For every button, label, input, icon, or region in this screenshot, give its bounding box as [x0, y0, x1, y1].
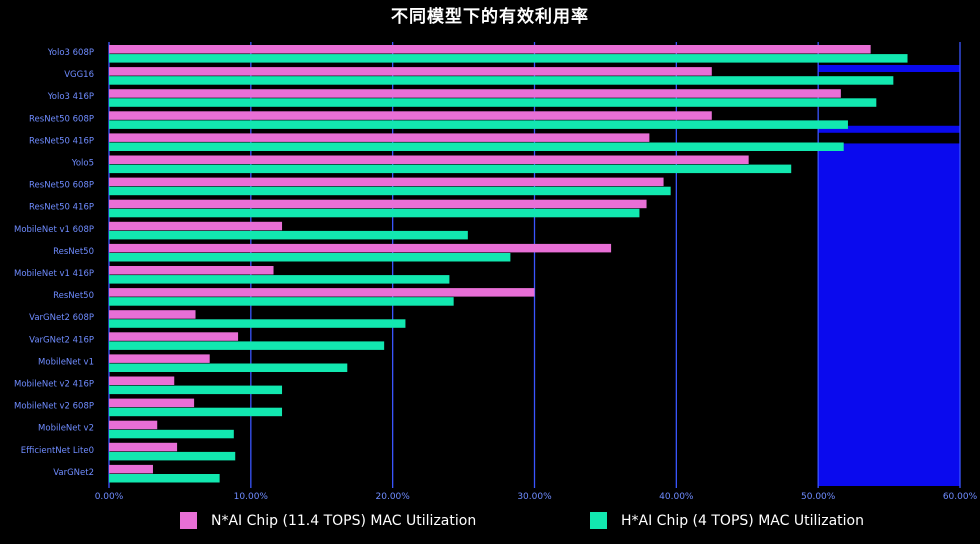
bar-h-chip: [109, 76, 894, 85]
category-label: MobileNet v1: [38, 357, 94, 367]
bar-n-chip: [109, 243, 612, 253]
bar-h-chip: [109, 341, 385, 350]
highlight-block: [818, 143, 960, 486]
category-label: EfficientNet Lite0: [21, 446, 94, 456]
bar-h-chip: [109, 297, 454, 306]
category-label: VarGNet2 608P: [29, 313, 94, 323]
bar-h-chip: [109, 230, 468, 240]
bar-h-chip: [109, 253, 511, 262]
bar-h-chip: [109, 186, 671, 196]
category-label: Yolo3 416P: [47, 92, 94, 102]
category-label: ResNet50 608P: [29, 114, 94, 124]
bar-n-chip: [109, 354, 210, 363]
bar-h-chip: [109, 429, 234, 439]
category-label: ResNet50: [53, 247, 94, 257]
x-tick-labels: 0.00% 10.00% 20.00% 30.00% 40.00% 50.00% 60.00…: [95, 492, 978, 502]
category-label: ResNet50 608P: [29, 181, 94, 191]
bar-h-chip: [109, 98, 877, 107]
bar-h-chip: [109, 120, 848, 129]
legend-swatch-n-chip: [180, 512, 197, 529]
bar-h-chip: [109, 208, 640, 218]
category-label: MobileNet v2 416P: [14, 380, 94, 390]
bar-n-chip: [109, 376, 175, 385]
x-tick-label: 0.00%: [95, 492, 124, 502]
bar-h-chip: [109, 474, 220, 483]
category-label: VarGNet2 416P: [29, 335, 94, 345]
chart-title: 不同模型下的有效利用率: [391, 7, 589, 27]
category-label: Yolo3 608P: [47, 48, 94, 58]
bar-n-chip: [109, 155, 749, 164]
bar-n-chip: [109, 398, 195, 408]
legend-item-h-chip: H*AI Chip (4 TOPS) MAC Utilization: [590, 512, 864, 529]
bar-n-chip: [109, 199, 647, 209]
x-tick-label: 60.00%: [943, 492, 978, 502]
legend-swatch-h-chip: [590, 512, 607, 529]
bar-chart: Yolo3 608P VGG16 Yolo3 416P ResNet50 608P Re…: [14, 42, 978, 502]
legend-label-h-chip: H*AI Chip (4 TOPS) MAC Utilization: [621, 512, 864, 529]
category-labels: Yolo3 608P VGG16 Yolo3 416P ResNet50 608P Re…: [14, 48, 94, 478]
category-label: Yolo5: [71, 159, 94, 169]
category-label: ResNet50: [53, 291, 94, 301]
bar-n-chip: [109, 288, 535, 297]
legend-label-n-chip: N*AI Chip (11.4 TOPS) MAC Utilization: [211, 512, 477, 529]
bars: [109, 45, 908, 483]
bar-h-chip: [109, 319, 406, 328]
bar-n-chip: [109, 133, 650, 142]
bar-n-chip: [109, 332, 239, 341]
category-label: MobileNet v2: [38, 424, 94, 434]
bar-n-chip: [109, 464, 153, 474]
bar-h-chip: [109, 451, 236, 461]
x-tick-label: 50.00%: [801, 492, 836, 502]
category-label: VarGNet2: [53, 468, 94, 478]
bar-n-chip: [109, 111, 712, 120]
category-label: MobileNet v2 608P: [14, 402, 94, 412]
bar-h-chip: [109, 275, 450, 284]
bar-h-chip: [109, 142, 844, 151]
bar-n-chip: [109, 177, 664, 187]
bar-h-chip: [109, 385, 283, 395]
x-tick-label: 10.00%: [234, 492, 269, 502]
category-label: ResNet50 416P: [29, 203, 94, 213]
x-tick-label: 40.00%: [659, 492, 694, 502]
x-tick-label: 30.00%: [517, 492, 552, 502]
bar-n-chip: [109, 420, 158, 430]
bar-n-chip: [109, 45, 871, 54]
bar-n-chip: [109, 89, 841, 98]
highlight-band: [818, 64, 960, 72]
category-label: MobileNet v1 416P: [14, 269, 94, 279]
bar-h-chip: [109, 363, 348, 372]
bar-n-chip: [109, 67, 712, 76]
highlight-layer: [818, 64, 960, 486]
category-label: MobileNet v1 608P: [14, 225, 94, 235]
legend-item-n-chip: N*AI Chip (11.4 TOPS) MAC Utilization: [180, 512, 476, 529]
category-label: ResNet50 416P: [29, 136, 94, 146]
bar-n-chip: [109, 221, 283, 231]
bar-h-chip: [109, 407, 283, 417]
bar-h-chip: [109, 164, 792, 174]
highlight-band: [818, 125, 960, 133]
bar-n-chip: [109, 266, 274, 275]
category-label: VGG16: [64, 70, 94, 80]
bar-n-chip: [109, 442, 178, 452]
x-tick-label: 20.00%: [376, 492, 411, 502]
bar-h-chip: [109, 54, 908, 63]
bar-n-chip: [109, 310, 196, 319]
